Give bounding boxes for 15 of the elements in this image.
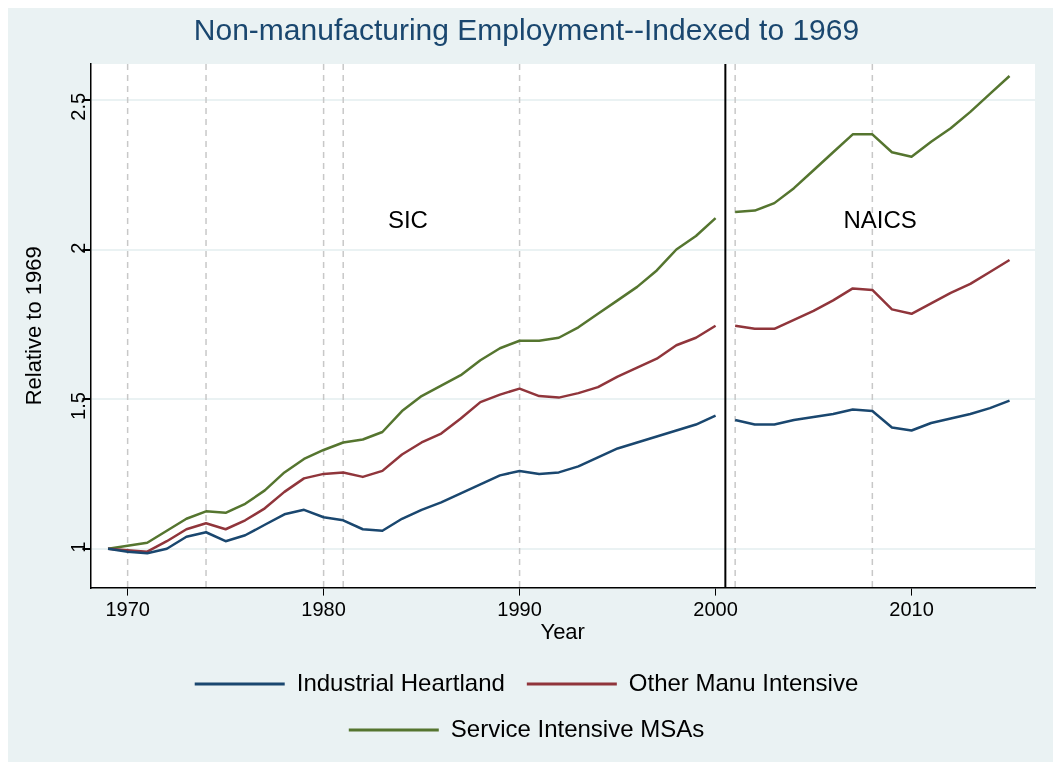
legend-label: Industrial Heartland (296, 668, 505, 696)
x-axis-title: Year (540, 618, 585, 644)
x-tick-label: 1980 (301, 598, 346, 621)
legend-label: Other Manu Intensive (628, 668, 859, 696)
annotation: SIC (387, 205, 428, 233)
x-tick-label: 2010 (889, 598, 934, 621)
legend-label: Service Intensive MSAs (450, 714, 705, 742)
x-tick-label: 1970 (105, 598, 150, 621)
x-tick-label: 1990 (497, 598, 542, 621)
y-tick-label: 2.5 (66, 92, 89, 121)
annotation: NAICS (843, 205, 917, 233)
y-tick-label: 1.5 (66, 392, 89, 420)
y-axis-title: Relative to 1969 (21, 246, 47, 406)
chart-title: Non-manufacturing Employment--Indexed to 1969 (193, 13, 860, 47)
x-tick-label: 2000 (693, 598, 738, 621)
